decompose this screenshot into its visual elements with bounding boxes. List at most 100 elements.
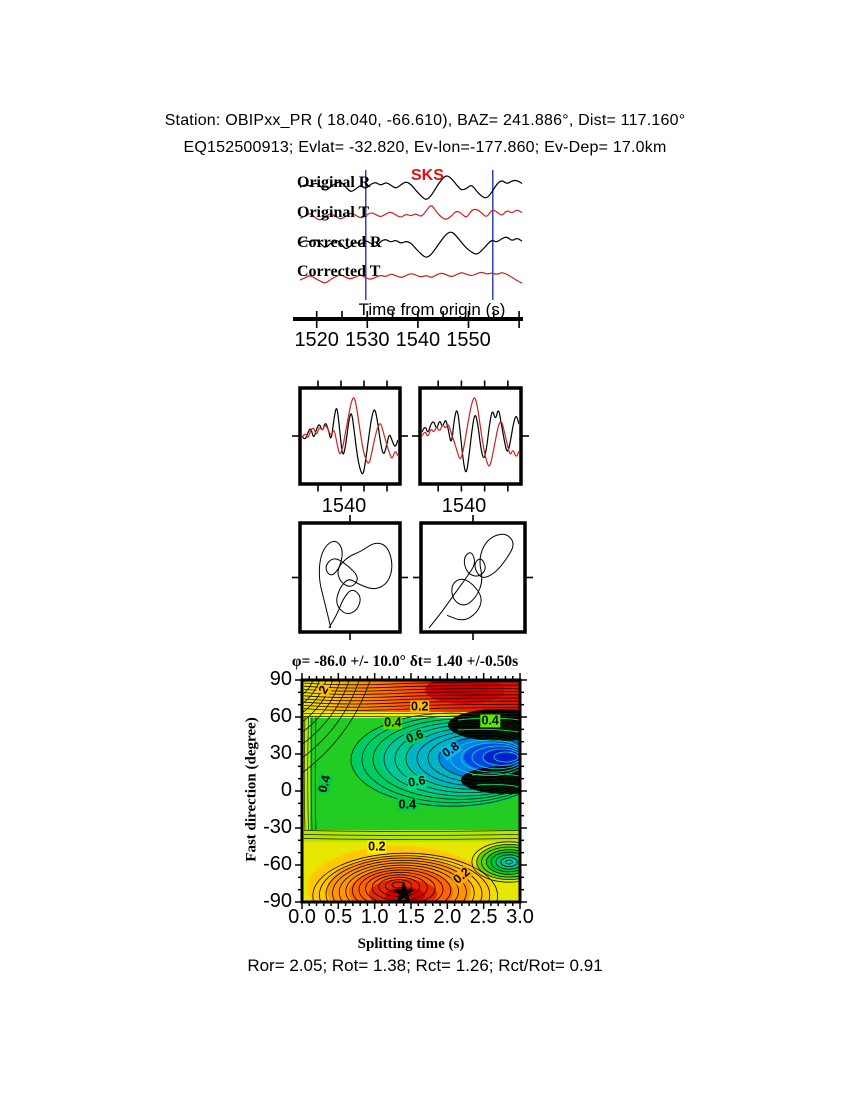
window-zoom-panels [292, 380, 529, 492]
contour-line [302, 680, 371, 774]
zoom-trace [302, 397, 398, 464]
contour-line [476, 783, 520, 788]
contour-line [500, 856, 518, 867]
contour-level-label: 0.4 [397, 797, 418, 812]
trace-corrected-r [299, 231, 523, 258]
fast-direction-tick-label: 90 [269, 668, 292, 690]
contour-line [471, 745, 520, 770]
contour-level-label: 0.2 [410, 699, 430, 714]
fast-direction-tick-label: -30 [263, 816, 292, 838]
contour-line [358, 869, 444, 902]
contour-line [345, 864, 459, 902]
contour-line [383, 721, 520, 797]
contour-level-label: 0.4 [480, 713, 500, 728]
splitting-time-tick-label: 1.5 [397, 906, 425, 928]
contour-line [471, 773, 520, 777]
contour-line [302, 680, 334, 723]
contour-line [505, 859, 513, 865]
zoom-panel-frame [298, 386, 402, 486]
contour-title: φ= -86.0 +/- 10.0° δt= 1.40 +/-0.50s [291, 653, 519, 670]
time-axis-label: Time from origin (s) [358, 300, 506, 319]
contour-line [481, 846, 520, 878]
fast-direction-tick-label: -90 [263, 890, 292, 912]
particle-motion-panels [292, 515, 533, 640]
fast-direction-tick-label: 60 [269, 705, 292, 727]
contour-line [490, 851, 520, 873]
particle-motion-curve [428, 533, 514, 629]
contour-line [361, 715, 520, 804]
fast-direction-tick-label: -60 [263, 853, 292, 875]
contour-level-label: 2 [315, 682, 332, 698]
best-solution-star [392, 881, 416, 903]
contour-line [332, 860, 475, 902]
contour-line [365, 872, 436, 902]
contour-line [303, 838, 519, 840]
zoom-tick-label-1: 1540 [321, 495, 367, 517]
contour-line [482, 748, 520, 766]
zoom-panel-traces [302, 397, 398, 475]
contour-line [314, 715, 317, 831]
splitting-time-tick-label: 0.5 [324, 906, 353, 928]
splitting-time-axis-label: Splitting time (s) [357, 936, 465, 952]
trace-original-t [299, 205, 523, 221]
contour-line [495, 854, 520, 870]
contour-line [325, 857, 483, 902]
time-tick-label: 1530 [345, 329, 390, 351]
fill-band [302, 712, 520, 718]
contour-line [303, 715, 306, 831]
contour-line [302, 680, 360, 759]
contour-line [310, 715, 313, 831]
splitting-time-tick-label: 3.0 [506, 906, 534, 928]
fill-blob [461, 766, 520, 794]
contour-line [303, 697, 519, 702]
contour-line [352, 867, 452, 902]
contour-line [302, 680, 327, 714]
result-line: Ror= 2.05; Rot= 1.38; Rct= 1.26; Rct/Rot… [247, 956, 603, 975]
event-title: EQ152500913; Evlat= -32.820, Ev-lon=-177… [183, 139, 667, 156]
contour-line [405, 727, 520, 790]
contour-line [416, 730, 520, 787]
splitting-time-tick-label: 2.5 [469, 906, 498, 928]
contour-line [476, 844, 520, 880]
contour-line [307, 715, 309, 831]
fill-blob [484, 747, 520, 767]
contour-level-label: 0.2 [450, 864, 474, 888]
fast-direction-tick-label: 0 [280, 779, 292, 801]
trace-label-corrected-t: Corrected T [297, 263, 381, 280]
fast-direction-tick-label: 30 [269, 742, 292, 764]
contour-level-label: 0.6 [406, 773, 428, 791]
splitting-time-tick-label: 1.0 [360, 906, 389, 928]
pm-panel-frame [298, 521, 402, 634]
contour-level-label: 0.2 [367, 838, 387, 854]
trace-label-original-t: Original T [297, 204, 370, 221]
contour-line [372, 718, 520, 800]
contour-label-layer: 2 0.2 0.4 0.4 0.6 0.8 0.4 0.6 0.4 0.2 0.2 [302, 680, 520, 902]
zoom-tick-label-2: 1540 [441, 495, 487, 517]
contour-line [303, 834, 519, 836]
contour-line [303, 830, 519, 832]
time-tick-label: 1540 [396, 329, 441, 351]
trace-corrected-t [299, 271, 523, 284]
contour-level-label: 0.6 [403, 726, 426, 747]
splitting-time-tick-label: 0.0 [288, 906, 316, 928]
sks-phase-label: SKS [411, 167, 444, 184]
contour-line [394, 724, 520, 793]
contour-line [302, 680, 341, 733]
fill-band [302, 716, 310, 836]
contour-line [427, 733, 520, 783]
trace-label-original-r: Original R [297, 174, 371, 191]
contour-line [438, 736, 520, 780]
contour-level-label: 0.4 [383, 715, 403, 730]
energy-map [295, 673, 527, 909]
contour-level-label: 0.4 [314, 772, 334, 795]
particle-motion-curve [318, 540, 393, 629]
contour-line [303, 707, 519, 711]
contour-line [302, 680, 350, 745]
contour-line [303, 704, 519, 708]
trace-label-corrected-r: Corrected R [297, 234, 382, 251]
trace-original-r [299, 175, 523, 200]
zoom-trace [422, 397, 519, 467]
contour-line [303, 694, 519, 698]
zoom-trace [302, 408, 398, 475]
